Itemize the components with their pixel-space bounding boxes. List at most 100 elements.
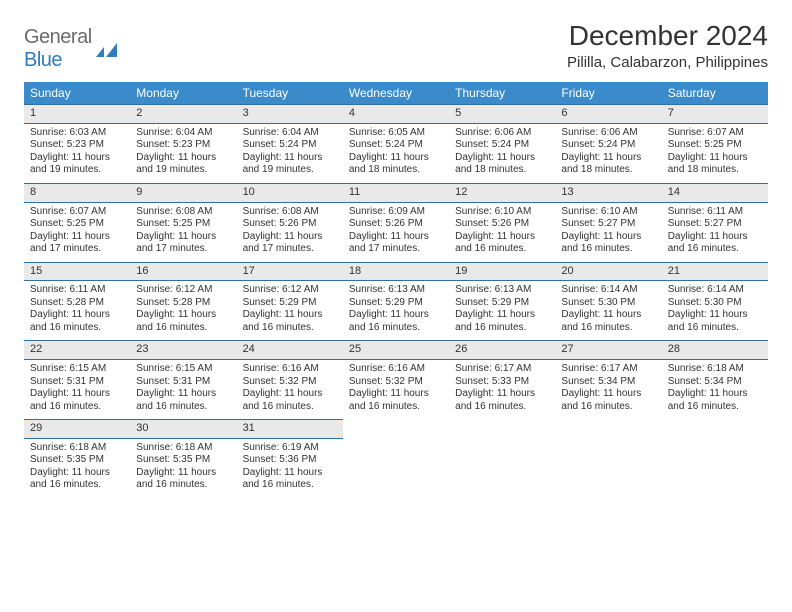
month-title: December 2024 xyxy=(567,20,768,52)
daylight-text: Daylight: 11 hours xyxy=(243,388,337,401)
calendar-cell: 8Sunrise: 6:07 AMSunset: 5:25 PMDaylight… xyxy=(24,183,130,262)
day-number: 2 xyxy=(130,104,236,124)
cell-body: Sunrise: 6:08 AMSunset: 5:25 PMDaylight:… xyxy=(130,203,236,262)
cell-body: Sunrise: 6:17 AMSunset: 5:33 PMDaylight:… xyxy=(449,360,555,419)
day-number: 26 xyxy=(449,340,555,360)
sunrise-text: Sunrise: 6:04 AM xyxy=(243,127,337,140)
calendar-cell: 23Sunrise: 6:15 AMSunset: 5:31 PMDayligh… xyxy=(130,340,236,419)
daylight-text: and 16 minutes. xyxy=(136,479,230,492)
sunrise-text: Sunrise: 6:09 AM xyxy=(349,206,443,219)
logo-word-blue: Blue xyxy=(24,49,62,71)
sunset-text: Sunset: 5:35 PM xyxy=(136,454,230,467)
daylight-text: and 16 minutes. xyxy=(30,479,124,492)
daylight-text: and 16 minutes. xyxy=(455,243,549,256)
daylight-text: Daylight: 11 hours xyxy=(455,309,549,322)
sunset-text: Sunset: 5:28 PM xyxy=(30,297,124,310)
cell-body: Sunrise: 6:12 AMSunset: 5:28 PMDaylight:… xyxy=(130,281,236,340)
cell-body: Sunrise: 6:11 AMSunset: 5:27 PMDaylight:… xyxy=(662,203,768,262)
daylight-text: and 19 minutes. xyxy=(243,164,337,177)
sunset-text: Sunset: 5:26 PM xyxy=(243,218,337,231)
day-number: 5 xyxy=(449,104,555,124)
page-header: General Blue December 2024 Pililla, Cala… xyxy=(24,20,768,72)
calendar-week: 8Sunrise: 6:07 AMSunset: 5:25 PMDaylight… xyxy=(24,183,768,262)
day-number: 8 xyxy=(24,183,130,203)
daylight-text: and 16 minutes. xyxy=(349,401,443,414)
sunrise-text: Sunrise: 6:13 AM xyxy=(349,284,443,297)
sunset-text: Sunset: 5:23 PM xyxy=(30,139,124,152)
sunrise-text: Sunrise: 6:11 AM xyxy=(668,206,762,219)
day-number: 17 xyxy=(237,262,343,282)
daylight-text: and 16 minutes. xyxy=(136,322,230,335)
day-header: Friday xyxy=(555,82,661,104)
daylight-text: and 19 minutes. xyxy=(30,164,124,177)
cell-body: Sunrise: 6:13 AMSunset: 5:29 PMDaylight:… xyxy=(343,281,449,340)
day-number: 4 xyxy=(343,104,449,124)
sunrise-text: Sunrise: 6:13 AM xyxy=(455,284,549,297)
sunrise-text: Sunrise: 6:19 AM xyxy=(243,442,337,455)
calendar-cell: 19Sunrise: 6:13 AMSunset: 5:29 PMDayligh… xyxy=(449,262,555,341)
daylight-text: Daylight: 11 hours xyxy=(30,309,124,322)
day-header: Thursday xyxy=(449,82,555,104)
daylight-text: Daylight: 11 hours xyxy=(349,231,443,244)
day-number: 12 xyxy=(449,183,555,203)
cell-body: Sunrise: 6:15 AMSunset: 5:31 PMDaylight:… xyxy=(24,360,130,419)
cell-body: Sunrise: 6:12 AMSunset: 5:29 PMDaylight:… xyxy=(237,281,343,340)
sunset-text: Sunset: 5:23 PM xyxy=(136,139,230,152)
sunset-text: Sunset: 5:24 PM xyxy=(243,139,337,152)
daylight-text: and 16 minutes. xyxy=(136,401,230,414)
daylight-text: Daylight: 11 hours xyxy=(243,152,337,165)
daylight-text: Daylight: 11 hours xyxy=(30,152,124,165)
daylight-text: Daylight: 11 hours xyxy=(136,309,230,322)
daylight-text: and 18 minutes. xyxy=(561,164,655,177)
cell-body: Sunrise: 6:10 AMSunset: 5:27 PMDaylight:… xyxy=(555,203,661,262)
cell-body: Sunrise: 6:19 AMSunset: 5:36 PMDaylight:… xyxy=(237,439,343,498)
calendar-week: 15Sunrise: 6:11 AMSunset: 5:28 PMDayligh… xyxy=(24,262,768,341)
sunset-text: Sunset: 5:24 PM xyxy=(455,139,549,152)
sunrise-text: Sunrise: 6:08 AM xyxy=(136,206,230,219)
calendar-cell: 26Sunrise: 6:17 AMSunset: 5:33 PMDayligh… xyxy=(449,340,555,419)
sunset-text: Sunset: 5:34 PM xyxy=(668,376,762,389)
day-number: 24 xyxy=(237,340,343,360)
daylight-text: and 16 minutes. xyxy=(30,322,124,335)
cell-body: Sunrise: 6:09 AMSunset: 5:26 PMDaylight:… xyxy=(343,203,449,262)
day-number: 14 xyxy=(662,183,768,203)
day-number: 19 xyxy=(449,262,555,282)
daylight-text: and 16 minutes. xyxy=(668,243,762,256)
sunrise-text: Sunrise: 6:10 AM xyxy=(455,206,549,219)
calendar-cell: 16Sunrise: 6:12 AMSunset: 5:28 PMDayligh… xyxy=(130,262,236,341)
sunset-text: Sunset: 5:25 PM xyxy=(668,139,762,152)
daylight-text: and 18 minutes. xyxy=(455,164,549,177)
calendar-cell: 3Sunrise: 6:04 AMSunset: 5:24 PMDaylight… xyxy=(237,104,343,183)
sunrise-text: Sunrise: 6:18 AM xyxy=(668,363,762,376)
cell-body: Sunrise: 6:04 AMSunset: 5:24 PMDaylight:… xyxy=(237,124,343,183)
daylight-text: and 16 minutes. xyxy=(243,401,337,414)
day-header: Monday xyxy=(130,82,236,104)
cell-body: Sunrise: 6:06 AMSunset: 5:24 PMDaylight:… xyxy=(449,124,555,183)
calendar-cell: 29Sunrise: 6:18 AMSunset: 5:35 PMDayligh… xyxy=(24,419,130,498)
calendar-cell: 1Sunrise: 6:03 AMSunset: 5:23 PMDaylight… xyxy=(24,104,130,183)
sunset-text: Sunset: 5:31 PM xyxy=(30,376,124,389)
sunrise-text: Sunrise: 6:12 AM xyxy=(136,284,230,297)
sunrise-text: Sunrise: 6:05 AM xyxy=(349,127,443,140)
cell-body: Sunrise: 6:07 AMSunset: 5:25 PMDaylight:… xyxy=(662,124,768,183)
daylight-text: Daylight: 11 hours xyxy=(243,467,337,480)
cell-body: Sunrise: 6:08 AMSunset: 5:26 PMDaylight:… xyxy=(237,203,343,262)
daylight-text: Daylight: 11 hours xyxy=(455,152,549,165)
sunrise-text: Sunrise: 6:18 AM xyxy=(136,442,230,455)
calendar-cell: 22Sunrise: 6:15 AMSunset: 5:31 PMDayligh… xyxy=(24,340,130,419)
day-number: 21 xyxy=(662,262,768,282)
calendar-cell: 5Sunrise: 6:06 AMSunset: 5:24 PMDaylight… xyxy=(449,104,555,183)
day-number: 31 xyxy=(237,419,343,439)
calendar-cell: 14Sunrise: 6:11 AMSunset: 5:27 PMDayligh… xyxy=(662,183,768,262)
sunrise-text: Sunrise: 6:03 AM xyxy=(30,127,124,140)
daylight-text: Daylight: 11 hours xyxy=(668,309,762,322)
cell-body: Sunrise: 6:15 AMSunset: 5:31 PMDaylight:… xyxy=(130,360,236,419)
sunset-text: Sunset: 5:24 PM xyxy=(349,139,443,152)
logo-word-general: General xyxy=(24,26,92,48)
sunrise-text: Sunrise: 6:10 AM xyxy=(561,206,655,219)
sunset-text: Sunset: 5:36 PM xyxy=(243,454,337,467)
day-header: Saturday xyxy=(662,82,768,104)
calendar-cell: 9Sunrise: 6:08 AMSunset: 5:25 PMDaylight… xyxy=(130,183,236,262)
day-number: 3 xyxy=(237,104,343,124)
daylight-text: Daylight: 11 hours xyxy=(349,388,443,401)
